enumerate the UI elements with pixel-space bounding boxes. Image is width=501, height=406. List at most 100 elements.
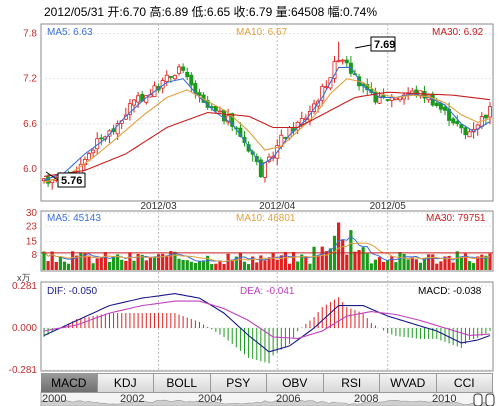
candle-body (123, 114, 128, 120)
tab-cci[interactable]: CCI (436, 374, 493, 392)
candle-body (136, 95, 141, 103)
volume-bar (402, 253, 406, 270)
tab-obv[interactable]: OBV (267, 374, 324, 392)
volume-ma-lines (41, 235, 493, 263)
volume-bar (267, 257, 271, 270)
volume-bar (353, 251, 357, 270)
ma30-line (43, 91, 491, 177)
indicator-tabs: MACD KDJ BOLL PSY OBV RSI WVAD CCI (41, 373, 493, 393)
candle-body (483, 114, 488, 119)
tab-psy[interactable]: PSY (210, 374, 267, 392)
candle-body (181, 66, 186, 71)
volume-bar (263, 260, 267, 270)
candle-body (438, 103, 443, 110)
tab-kdj[interactable]: KDJ (97, 374, 154, 392)
candle-body (177, 66, 182, 74)
candle-body (230, 113, 235, 127)
ma-lines (43, 66, 491, 184)
overview-area (40, 399, 494, 406)
macd-y-ticks: -0.281 0.000 0.281 (9, 281, 38, 376)
volume-bar (238, 252, 243, 270)
tab-wvad[interactable]: WVAD (380, 374, 437, 392)
price-xtick-label: 2012/05 (370, 201, 407, 212)
ma30-label: MA30: 6.92 (432, 27, 484, 38)
volume-bar (201, 260, 206, 270)
price-panel (40, 23, 494, 202)
volume-bar (107, 261, 112, 270)
volume-ytick-label: 15 (26, 237, 38, 248)
volume-ma-line (43, 242, 491, 263)
volume-bar (177, 258, 181, 270)
overview-left-handle[interactable] (473, 393, 483, 406)
candle-body (172, 75, 177, 80)
candle-body (459, 124, 464, 129)
volume-bar (459, 257, 463, 270)
max-callout-label: 7.69 (374, 39, 395, 51)
candle-body (336, 60, 341, 63)
volume-bar (394, 262, 398, 270)
volume-y-ticks: 8 15 23 30 (26, 208, 38, 261)
volume-bar (181, 259, 185, 270)
volume-bar (369, 263, 373, 270)
volume-bar (463, 253, 468, 270)
volume-bar (54, 261, 58, 270)
overview-year-label: 2008 (354, 393, 378, 405)
volume-bar (246, 264, 251, 270)
tab-macd[interactable]: MACD (41, 374, 98, 392)
candle-body (463, 127, 468, 136)
candle-body (442, 106, 447, 111)
volume-bar (230, 259, 234, 270)
volume-bar (328, 248, 333, 270)
volume-ytick-label: 23 (26, 221, 38, 232)
volume-bar (480, 254, 484, 270)
overview-year-label: 2002 (120, 393, 144, 405)
ma5-line (43, 66, 491, 181)
volume-bar (324, 251, 328, 270)
volume-bar (87, 255, 91, 270)
volume-bar (291, 251, 296, 270)
tab-rsi[interactable]: RSI (323, 374, 380, 392)
volume-bar (279, 255, 283, 270)
volume-bar (361, 247, 365, 270)
volume-bar (431, 254, 435, 270)
overview-right-handle[interactable] (485, 393, 495, 406)
volume-bar (95, 258, 99, 270)
volume-bar (66, 263, 71, 270)
tab-boll[interactable]: BOLL (154, 374, 211, 392)
volume-bar (398, 252, 402, 270)
volume-bar (427, 254, 431, 270)
volume-bar (308, 263, 312, 270)
candle-body (115, 123, 120, 135)
volume-bar (373, 259, 378, 270)
price-ytick-label: 7.8 (23, 29, 37, 40)
volume-bar (111, 256, 116, 270)
volume-bar (62, 261, 67, 270)
volume-bar (365, 253, 369, 270)
price-xtick-label: 2012/04 (259, 201, 296, 212)
volume-bar (304, 256, 308, 270)
volume-ytick-label: 8 (31, 250, 37, 261)
candle-body (340, 59, 345, 62)
volume-bar (161, 253, 165, 270)
candle-body (132, 99, 137, 106)
volume-bar (120, 259, 124, 270)
price-x-ticks: 2012/03 2012/04 2012/05 (140, 201, 406, 212)
volume-bar (296, 261, 300, 270)
vol-ma5-label: MA5: 45143 (47, 213, 101, 224)
volume-bars (42, 222, 492, 270)
macd-ytick-label: 0.000 (12, 323, 37, 334)
macd-ytick-label: -0.281 (9, 365, 38, 376)
candle-body (213, 105, 218, 112)
volume-bar (484, 255, 488, 270)
price-y-ticks: 6.0 6.6 7.2 7.8 (23, 29, 37, 175)
candle-body (197, 92, 202, 96)
volume-gridlines (41, 212, 493, 256)
volume-bar (251, 256, 255, 270)
volume-bar (443, 256, 447, 270)
candle-body (217, 110, 222, 113)
overview-handles[interactable] (473, 393, 495, 406)
price-ytick-label: 7.2 (23, 74, 37, 85)
candle-body (422, 91, 427, 99)
candle-body (434, 102, 439, 107)
volume-bar (283, 251, 288, 270)
